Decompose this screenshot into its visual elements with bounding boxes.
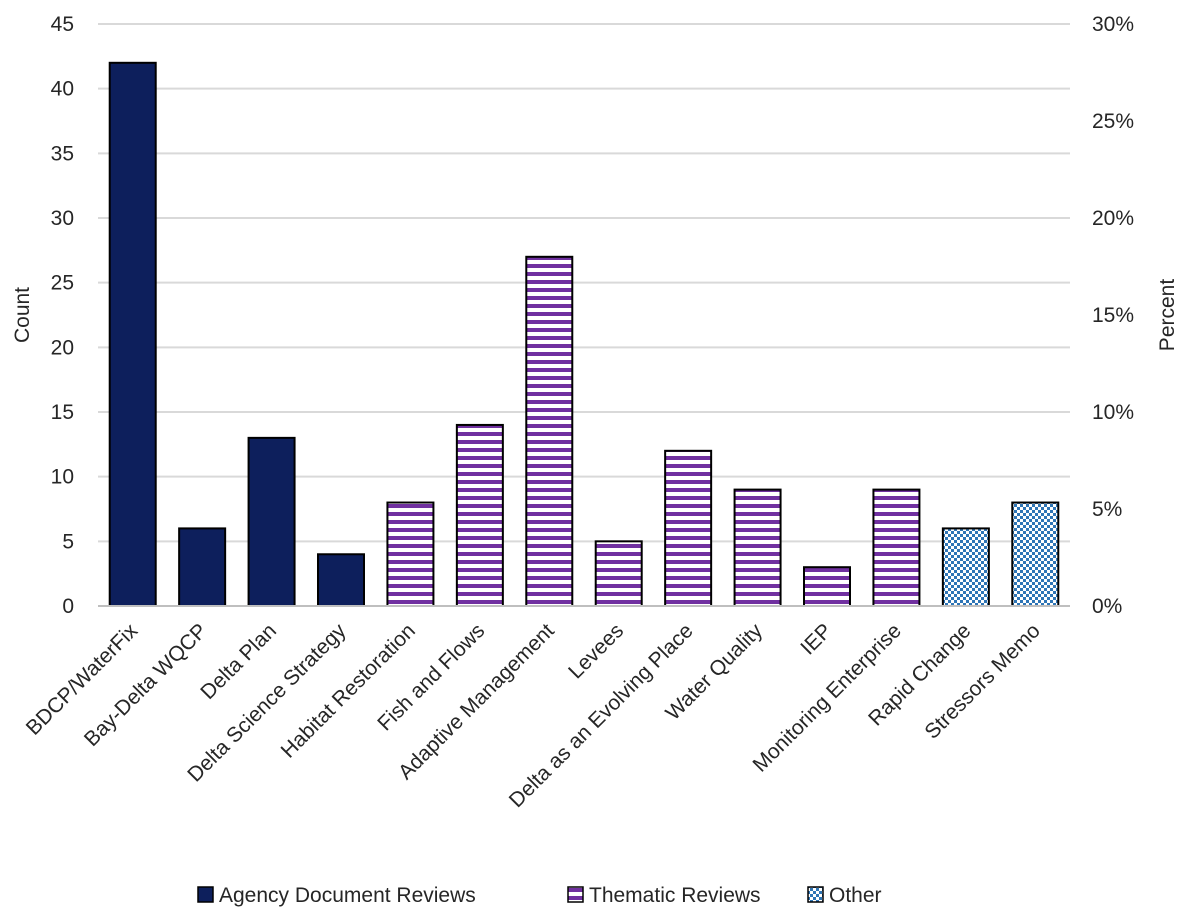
legend-label: Agency Document Reviews: [219, 884, 476, 907]
legend-label: Thematic Reviews: [589, 884, 761, 907]
y-tick-label: 20: [51, 336, 74, 359]
gridlines: [98, 23, 1070, 607]
bar: [664, 449, 713, 607]
y-tick-label: 15: [51, 401, 74, 424]
bar: [525, 255, 574, 607]
y-tick-label: 0: [62, 595, 74, 618]
bar: [733, 488, 782, 608]
y2-tick-label: 10%: [1092, 401, 1134, 424]
y-tick-label: 40: [51, 78, 74, 101]
legend-label: Other: [829, 884, 882, 907]
y2-tick-label: 25%: [1092, 110, 1134, 133]
x-tick-label: Habitat Restoration: [277, 619, 420, 762]
y2-tick-label: 15%: [1092, 304, 1134, 327]
y2-axis-title: Percent: [1156, 279, 1179, 352]
legend: Agency Document Reviews Thematic Reviews O…: [197, 884, 882, 907]
y-tick-label: 30: [51, 207, 74, 230]
y2-tick-label: 5%: [1092, 498, 1122, 521]
bar: [317, 553, 365, 607]
y-axis-title: Count: [11, 287, 34, 343]
legend-swatch: [807, 886, 824, 903]
bar: [594, 540, 643, 607]
legend-swatch: [567, 886, 584, 903]
x-tick-label: Levees: [564, 619, 628, 683]
bar: [178, 527, 227, 608]
y2-tick-label: 30%: [1092, 13, 1134, 36]
bar: [455, 423, 504, 607]
y-tick-label: 10: [51, 466, 74, 489]
y-tick-label: 25: [51, 272, 74, 295]
bar: [247, 436, 296, 607]
bar: [1011, 501, 1060, 607]
bar: [941, 527, 990, 608]
bar: [872, 488, 921, 608]
y2-tick-label: 0%: [1092, 595, 1122, 618]
bars: [108, 61, 1060, 608]
bar: [386, 501, 435, 607]
bar: [108, 61, 157, 608]
y2-tick-label: 20%: [1092, 207, 1134, 230]
bar: [803, 566, 851, 608]
y-tick-label: 45: [51, 13, 74, 36]
y-tick-label: 35: [51, 142, 74, 165]
x-tick-label: Bay-Delta WQCP: [80, 619, 212, 751]
legend-swatch: [197, 886, 214, 903]
y-tick-label: 5: [62, 530, 74, 553]
x-tick-label: IEP: [796, 619, 836, 659]
